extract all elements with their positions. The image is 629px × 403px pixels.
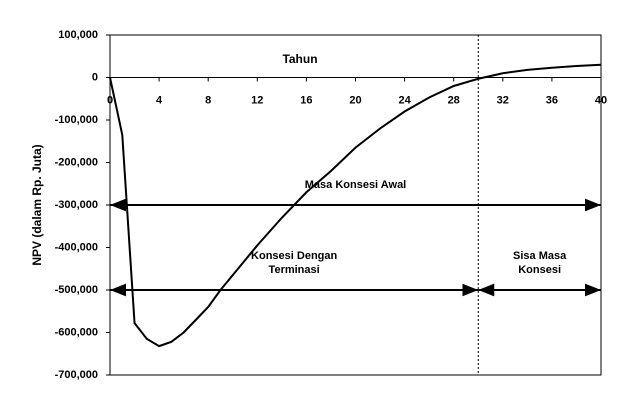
annotation-text: Konsesi <box>518 264 561 276</box>
y-tick-label: -600,000 <box>55 326 98 338</box>
annotation-text: Konsesi Dengan <box>251 250 337 262</box>
x-tick-label: 0 <box>107 94 113 106</box>
x-tick-label: 4 <box>156 94 163 106</box>
line-series <box>109 63 602 348</box>
y-tick-label: -100,000 <box>55 114 98 126</box>
x-axis-label: Tahun <box>282 52 317 66</box>
x-tick-label: 12 <box>251 94 263 106</box>
x-tick-label: 20 <box>349 94 361 106</box>
x-tick-label: 40 <box>595 94 607 106</box>
y-tick-label: -200,000 <box>55 156 98 168</box>
x-tick-label: 28 <box>448 94 460 106</box>
x-tick-label: 16 <box>300 94 312 106</box>
x-tick-label: 32 <box>497 94 509 106</box>
y-axis-label: NPV (dalam Rp. Juta) <box>30 144 44 265</box>
y-tick-label: 0 <box>92 71 98 83</box>
x-tick-label: 24 <box>398 94 411 106</box>
y-tick-label: -700,000 <box>55 369 98 381</box>
y-tick-label: -400,000 <box>55 241 98 253</box>
y-tick-label: 100,000 <box>58 29 98 41</box>
annotation-text: Sisa Masa <box>513 250 567 262</box>
x-tick-label: 8 <box>205 94 211 106</box>
x-tick-label: 36 <box>546 94 558 106</box>
annotation-text: Masa Konsesi Awal <box>305 179 407 191</box>
y-tick-label: -500,000 <box>55 284 98 296</box>
y-tick-label: -300,000 <box>55 199 98 211</box>
annotation-text: Terminasi <box>269 264 320 276</box>
